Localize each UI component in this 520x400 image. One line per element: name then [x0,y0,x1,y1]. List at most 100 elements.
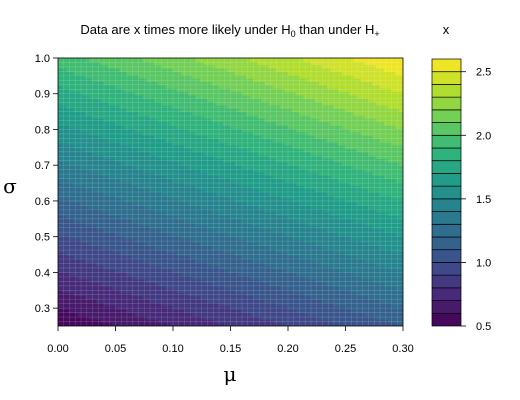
heatmap-cell [272,165,278,170]
heatmap-cell [291,84,297,89]
heatmap-cell [222,168,228,173]
heatmap-cell [222,195,228,200]
heatmap-cell [173,171,178,176]
heatmap-cell [253,302,258,307]
heatmap-cell [58,58,63,62]
heatmap-cell [157,305,163,310]
heatmap-cell [288,218,293,223]
heatmap-cell [261,71,266,76]
heatmap-cell [180,181,186,186]
heatmap-cell [157,151,163,156]
heatmap-cell [234,235,239,240]
heatmap-cell [295,252,301,257]
heatmap-cell [165,248,170,253]
heatmap-cell [230,309,235,314]
heatmap-cell [119,81,124,86]
heatmap-cell [165,262,170,267]
heatmap-cell [73,78,78,83]
heatmap-cell [261,319,266,324]
heatmap-cell [169,161,174,166]
heatmap-cell [176,155,182,160]
heatmap-cell [291,111,297,116]
heatmap-cell [268,68,274,72]
heatmap-cell [230,285,235,290]
heatmap-cell [61,309,67,314]
heatmap-cell [153,61,159,66]
heatmap-cell [215,74,220,79]
heatmap-cell [242,215,247,220]
heatmap-cell [173,212,178,217]
heatmap-cell [146,232,151,237]
heatmap-cell [238,88,243,93]
heatmap-cell [226,128,232,133]
heatmap-cell [199,181,205,186]
heatmap-cell [107,165,113,170]
heatmap-cell [92,68,97,72]
heatmap-cell [180,299,186,304]
heatmap-cell [222,235,228,240]
heatmap-cell [192,108,197,113]
heatmap-cell [161,151,166,156]
heatmap-cell [104,302,109,307]
heatmap-cell [153,282,159,287]
heatmap-cell [276,114,281,119]
heatmap-cell [73,64,78,69]
heatmap-cell [238,138,243,143]
heatmap-cell [203,262,209,267]
heatmap-cell [134,145,140,150]
heatmap-cell [215,248,220,253]
heatmap-cell [184,68,189,72]
heatmap-cell [61,178,67,183]
heatmap-cell [134,205,140,210]
heatmap-cell [222,322,228,326]
heatmap-cell [196,68,201,72]
heatmap-cell [280,71,285,76]
heatmap-cell [157,295,163,300]
heatmap-cell [61,238,67,243]
heatmap-cell [173,61,178,66]
heatmap-cell [199,272,205,277]
heatmap-cell [211,61,216,66]
heatmap-cell [127,232,132,237]
heatmap-cell [134,101,140,106]
heatmap-cell [291,114,297,119]
heatmap-cell [288,252,293,257]
heatmap-cell [150,125,155,129]
heatmap-cell [203,158,209,163]
heatmap-cell [230,262,235,267]
heatmap-cell [96,285,101,290]
heatmap-cell [284,188,289,193]
heatmap-cell [284,285,289,290]
heatmap-cell [203,91,209,96]
heatmap-cell [180,279,186,284]
heatmap-cell [176,125,182,129]
heatmap-cell [268,255,274,260]
heatmap-cell [88,161,94,166]
heatmap-cell [268,88,274,93]
heatmap-cell [230,165,235,170]
heatmap-cell [111,91,117,96]
heatmap-cell [111,68,117,72]
heatmap-cell [65,225,71,230]
heatmap-cell [245,299,251,304]
heatmap-cell [104,205,109,210]
heatmap-cell [92,98,97,103]
heatmap-cell [127,165,132,170]
heatmap-cell [138,295,143,300]
heatmap-cell [222,285,228,290]
heatmap-cell [142,299,147,304]
heatmap-cell [96,282,101,287]
heatmap-cell [219,222,224,227]
heatmap-cell [61,78,67,83]
heatmap-cell [291,91,297,96]
heatmap-cell [77,161,82,166]
heatmap-cell [238,319,243,324]
heatmap-cell [176,259,182,263]
heatmap-cell [161,269,166,273]
heatmap-cell [115,64,120,69]
heatmap-cell [134,252,140,257]
heatmap-cell [288,272,293,277]
heatmap-cell [88,315,94,320]
heatmap-cell [249,299,255,304]
heatmap-cell [219,145,224,150]
